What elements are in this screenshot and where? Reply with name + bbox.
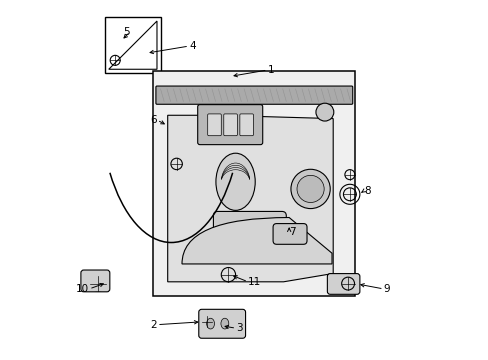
Text: 3: 3: [236, 323, 243, 333]
FancyBboxPatch shape: [272, 224, 306, 244]
FancyBboxPatch shape: [81, 270, 110, 292]
Ellipse shape: [221, 318, 228, 329]
FancyBboxPatch shape: [198, 309, 245, 338]
Text: 10: 10: [76, 284, 89, 294]
Ellipse shape: [216, 153, 255, 210]
Text: 2: 2: [150, 320, 157, 330]
Text: 9: 9: [383, 284, 389, 294]
FancyBboxPatch shape: [224, 114, 237, 136]
Text: 11: 11: [247, 277, 261, 287]
Circle shape: [290, 169, 329, 208]
Text: 4: 4: [189, 41, 195, 51]
FancyBboxPatch shape: [207, 114, 221, 136]
Text: 7: 7: [288, 227, 295, 237]
Circle shape: [315, 103, 333, 121]
PathPatch shape: [167, 115, 332, 282]
FancyBboxPatch shape: [240, 114, 253, 136]
Ellipse shape: [206, 318, 214, 329]
PathPatch shape: [182, 217, 331, 264]
FancyBboxPatch shape: [156, 86, 352, 104]
Circle shape: [296, 175, 324, 203]
Text: 5: 5: [123, 27, 130, 37]
Text: 1: 1: [267, 65, 274, 75]
FancyBboxPatch shape: [326, 274, 359, 294]
Text: 6: 6: [150, 115, 157, 125]
Bar: [105, 18, 160, 73]
Text: 8: 8: [364, 186, 370, 196]
Bar: [153, 71, 354, 296]
FancyBboxPatch shape: [197, 105, 262, 145]
FancyBboxPatch shape: [213, 211, 285, 240]
